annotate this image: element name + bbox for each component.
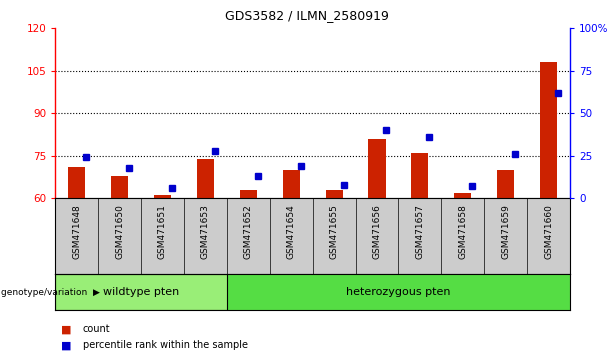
Text: GSM471648: GSM471648 — [72, 204, 81, 259]
Text: GSM471657: GSM471657 — [416, 204, 424, 259]
Text: heterozygous pten: heterozygous pten — [346, 287, 451, 297]
Text: wildtype pten: wildtype pten — [103, 287, 179, 297]
Text: ■: ■ — [61, 324, 72, 334]
Text: GSM471651: GSM471651 — [158, 204, 167, 259]
Text: GSM471660: GSM471660 — [544, 204, 553, 259]
Text: GSM471650: GSM471650 — [115, 204, 124, 259]
Bar — [111, 176, 128, 198]
Bar — [454, 193, 471, 198]
Text: GSM471655: GSM471655 — [330, 204, 338, 259]
Bar — [154, 195, 171, 198]
Bar — [197, 159, 214, 198]
Text: GSM471654: GSM471654 — [287, 204, 295, 259]
Text: GSM471659: GSM471659 — [501, 204, 510, 259]
Bar — [283, 170, 300, 198]
Text: GSM471653: GSM471653 — [201, 204, 210, 259]
Bar — [240, 190, 257, 198]
Text: GSM471658: GSM471658 — [459, 204, 467, 259]
Text: GSM471652: GSM471652 — [244, 204, 253, 259]
Bar — [368, 139, 386, 198]
Text: percentile rank within the sample: percentile rank within the sample — [83, 340, 248, 350]
Bar — [540, 62, 557, 198]
Bar — [55, 274, 227, 310]
Bar — [411, 153, 428, 198]
Text: GSM471656: GSM471656 — [373, 204, 381, 259]
Text: genotype/variation  ▶: genotype/variation ▶ — [1, 287, 100, 297]
Text: ■: ■ — [61, 340, 72, 350]
Bar — [326, 190, 343, 198]
Bar — [497, 170, 514, 198]
Text: GDS3582 / ILMN_2580919: GDS3582 / ILMN_2580919 — [224, 9, 389, 22]
Text: count: count — [83, 324, 110, 334]
Bar — [68, 167, 85, 198]
